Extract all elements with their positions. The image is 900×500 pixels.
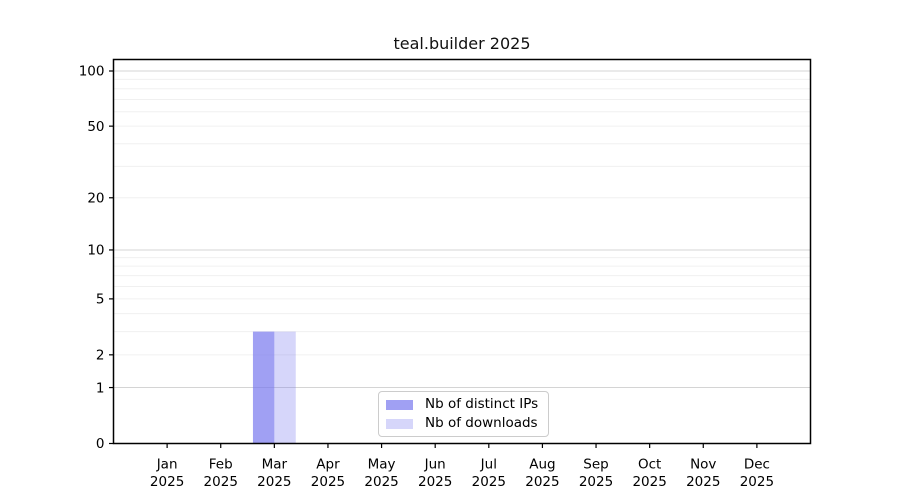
- x-tick-month-apr: Apr: [316, 457, 340, 473]
- x-tick-year-aug: 2025: [525, 474, 559, 490]
- x-tick-month-jan: Jan: [156, 457, 178, 473]
- gridlines-minor: [113, 78, 811, 356]
- x-tick-year-feb: 2025: [204, 474, 238, 490]
- legend-item-distinct-ips: Nb of distinct IPs: [386, 397, 538, 412]
- y-axis-ticks: 0 1 2 5 10 20 50 100: [79, 64, 114, 452]
- x-tick-month-mar: Mar: [262, 457, 288, 473]
- y-tick-label-100: 100: [79, 64, 105, 80]
- x-tick-month-dec: Dec: [744, 457, 770, 473]
- x-tick-year-jul: 2025: [472, 474, 506, 490]
- legend-swatch-downloads: [386, 418, 413, 429]
- x-tick-year-apr: 2025: [311, 474, 345, 490]
- x-tick-month-oct: Oct: [638, 457, 661, 473]
- chart-title: teal.builder 2025: [393, 34, 531, 53]
- legend-label-downloads: Nb of downloads: [425, 415, 538, 431]
- y-tick-label-5: 5: [96, 292, 105, 308]
- y-tick-label-2: 2: [96, 348, 105, 364]
- x-tick-month-sep: Sep: [583, 457, 608, 473]
- x-tick-year-dec: 2025: [740, 474, 774, 490]
- x-tick-year-may: 2025: [364, 474, 398, 490]
- x-tick-year-sep: 2025: [579, 474, 613, 490]
- x-tick-month-feb: Feb: [209, 457, 233, 473]
- legend-item-downloads: Nb of downloads: [386, 416, 538, 431]
- x-tick-year-mar: 2025: [257, 474, 291, 490]
- x-tick-month-nov: Nov: [690, 457, 716, 473]
- bar-distinct-ips-mar: [252, 331, 275, 444]
- x-tick-year-jan: 2025: [150, 474, 184, 490]
- x-tick-month-may: May: [368, 457, 396, 473]
- legend-swatch-distinct-ips: [386, 399, 413, 410]
- y-tick-label-10: 10: [87, 243, 104, 259]
- bar-downloads-mar: [274, 331, 296, 444]
- x-axis-ticks: Jan2025Feb2025Mar2025Apr2025May2025Jun20…: [150, 443, 774, 490]
- legend-label-distinct-ips: Nb of distinct IPs: [425, 396, 539, 412]
- x-tick-month-jun: Jun: [424, 457, 446, 473]
- x-tick-month-jul: Jul: [480, 457, 497, 473]
- legend: Nb of distinct IPs Nb of downloads: [378, 391, 550, 437]
- x-tick-year-nov: 2025: [686, 474, 720, 490]
- bars: [252, 331, 296, 444]
- y-tick-label-50: 50: [87, 119, 104, 135]
- x-tick-year-jun: 2025: [418, 474, 452, 490]
- y-tick-label-1: 1: [96, 380, 105, 396]
- y-tick-label-20: 20: [87, 190, 104, 206]
- x-tick-month-aug: Aug: [529, 457, 555, 473]
- axes-spines: [112, 58, 812, 445]
- plot-border: [112, 58, 812, 445]
- y-tick-label-0: 0: [96, 436, 105, 452]
- x-tick-year-oct: 2025: [632, 474, 666, 490]
- gridlines-major: [113, 70, 811, 389]
